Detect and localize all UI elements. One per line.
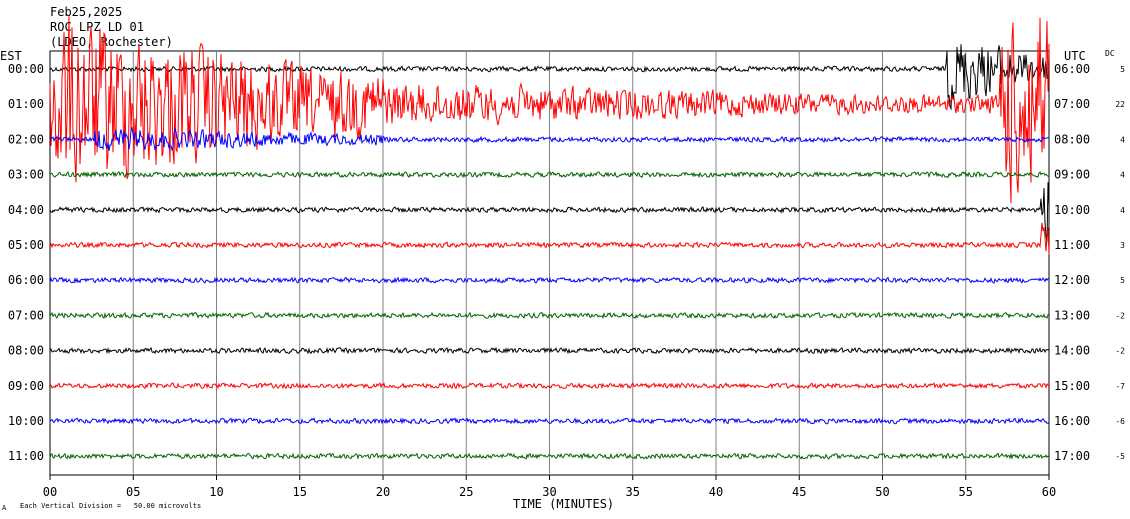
seismic-trace — [49, 16, 1050, 204]
row-dc-value: -7 — [1115, 382, 1125, 391]
row-label-est: 11:00 — [8, 449, 44, 463]
seismic-trace — [49, 170, 1050, 179]
x-tick-label: 40 — [709, 485, 723, 499]
row-label-utc: 07:00 — [1054, 97, 1090, 111]
row-labels: 00:00 06:00 5 01:00 07:00 22 02:00 08:00 4 03:00 0… — [8, 62, 1125, 463]
scale-note: Each Vertical Division = 50.00 microvolt… — [20, 502, 201, 510]
seismic-trace — [49, 276, 1050, 284]
header-station: ROC LPZ LD 01 — [50, 20, 144, 34]
x-tick-label: 30 — [542, 485, 556, 499]
row-label-est: 03:00 — [8, 168, 44, 182]
row-label-utc: 11:00 — [1054, 238, 1090, 252]
row-label-utc: 09:00 — [1054, 168, 1090, 182]
row-label-est: 05:00 — [8, 238, 44, 252]
row-label-utc: 10:00 — [1054, 203, 1090, 217]
row-label-utc: 15:00 — [1054, 379, 1090, 393]
row-dc-value: 22 — [1115, 100, 1125, 109]
scale-marker: A — [2, 504, 7, 512]
x-tick-label: 10 — [209, 485, 223, 499]
seismic-trace — [49, 417, 1050, 425]
row-label-utc: 08:00 — [1054, 132, 1090, 146]
chart-grid — [49, 50, 1050, 476]
row-label-est: 10:00 — [8, 414, 44, 428]
seismic-traces — [49, 16, 1050, 460]
x-axis-ticks: 00 05 10 15 20 25 30 35 40 45 50 55 60 — [43, 475, 1056, 499]
row-dc-value: 4 — [1120, 206, 1125, 215]
row-dc-value: -5 — [1115, 452, 1125, 461]
x-tick-label: 45 — [792, 485, 806, 499]
x-tick-label: 60 — [1042, 485, 1056, 499]
seismic-trace — [49, 44, 1050, 111]
row-label-utc: 16:00 — [1054, 414, 1090, 428]
row-label-utc: 06:00 — [1054, 62, 1090, 76]
row-dc-value: 4 — [1120, 135, 1125, 144]
header-date: Feb25,2025 — [50, 5, 122, 19]
seismic-trace — [49, 311, 1050, 320]
row-dc-value: 5 — [1120, 276, 1125, 285]
seismic-trace — [49, 346, 1050, 355]
row-label-est: 06:00 — [8, 273, 44, 287]
row-label-est: 08:00 — [8, 344, 44, 358]
row-label-utc: 14:00 — [1054, 344, 1090, 358]
x-tick-label: 35 — [626, 485, 640, 499]
row-label-est: 07:00 — [8, 308, 44, 322]
right-timezone-label: UTC — [1064, 49, 1086, 63]
x-tick-label: 00 — [43, 485, 57, 499]
row-dc-value: 4 — [1120, 171, 1125, 180]
x-tick-label: 55 — [959, 485, 973, 499]
row-dc-value: -2 — [1115, 347, 1125, 356]
row-label-utc: 12:00 — [1054, 273, 1090, 287]
row-label-est: 00:00 — [8, 62, 44, 76]
seismic-trace — [49, 182, 1050, 243]
row-label-est: 02:00 — [8, 132, 44, 146]
dc-header-label: DC — [1105, 49, 1115, 58]
row-label-est: 09:00 — [8, 379, 44, 393]
row-label-utc: 17:00 — [1054, 449, 1090, 463]
row-dc-value: -6 — [1115, 417, 1125, 426]
x-tick-label: 25 — [459, 485, 473, 499]
x-tick-label: 05 — [126, 485, 140, 499]
x-tick-label: 50 — [875, 485, 889, 499]
row-label-est: 04:00 — [8, 203, 44, 217]
row-dc-value: 5 — [1120, 65, 1125, 74]
x-tick-label: 20 — [376, 485, 390, 499]
seismic-trace — [49, 222, 1050, 255]
header-network: (LDEO, Rochester) — [50, 35, 173, 49]
seismic-trace — [49, 126, 1050, 152]
row-label-est: 01:00 — [8, 97, 44, 111]
left-timezone-label: EST — [0, 49, 22, 63]
x-axis-title: TIME (MINUTES) — [513, 497, 614, 511]
row-dc-value: -2 — [1115, 311, 1125, 320]
row-dc-value: 3 — [1120, 241, 1125, 250]
x-tick-label: 15 — [293, 485, 307, 499]
seismic-trace — [49, 382, 1050, 390]
seismic-trace — [49, 452, 1050, 460]
row-label-utc: 13:00 — [1054, 308, 1090, 322]
